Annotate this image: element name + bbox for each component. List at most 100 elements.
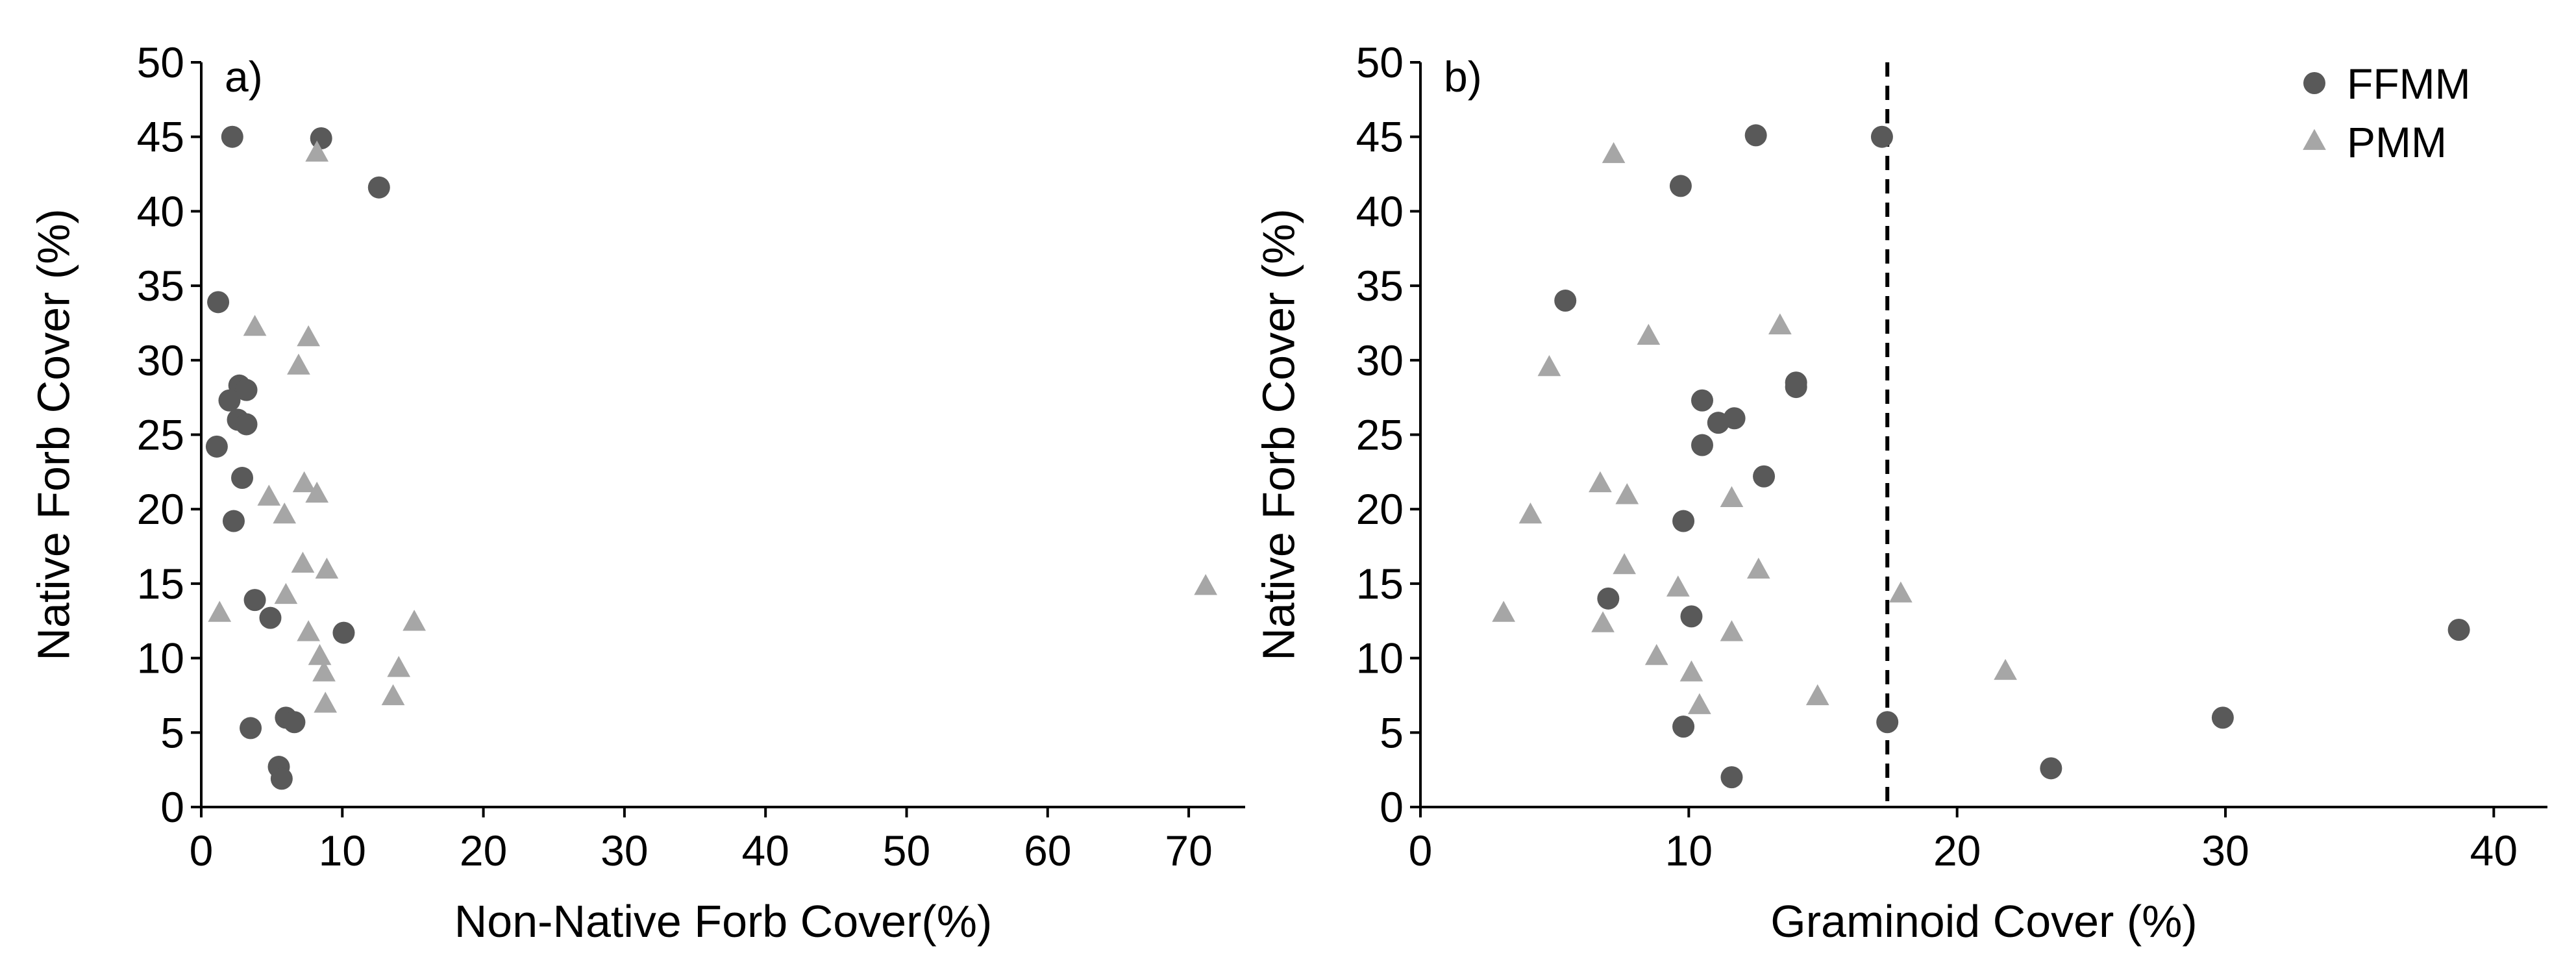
pmm-data-point xyxy=(1720,620,1744,641)
y-tick-label: 40 xyxy=(1356,187,1404,235)
ffmm-data-point xyxy=(1753,465,1776,488)
x-tick-label: 10 xyxy=(319,827,366,875)
pmm-data-point xyxy=(1591,611,1615,632)
panel-label: b) xyxy=(1444,53,1482,101)
ffmm-data-point xyxy=(367,176,390,199)
pmm-data-point xyxy=(297,325,320,347)
y-tick-label: 35 xyxy=(1356,262,1404,310)
y-tick-label: 10 xyxy=(137,634,184,682)
pmm-data-point xyxy=(257,484,281,506)
x-tick-label: 30 xyxy=(601,827,648,875)
pmm-data-point xyxy=(1602,142,1626,164)
ffmm-legend-marker xyxy=(2303,72,2325,94)
y-tick-label: 5 xyxy=(160,708,184,756)
pmm-data-point xyxy=(291,551,315,573)
pmm-data-point xyxy=(1194,574,1218,595)
ffmm-data-point xyxy=(221,125,243,148)
legend-label: FFMM xyxy=(2347,60,2471,108)
ffmm-data-point xyxy=(259,606,282,629)
pmm-data-point xyxy=(1492,601,1515,622)
ffmm-data-point xyxy=(1691,389,1713,412)
panel-label: a) xyxy=(225,53,263,101)
pmm-data-point xyxy=(315,557,339,579)
ffmm-data-point xyxy=(332,621,355,644)
ffmm-data-point xyxy=(310,127,332,149)
x-tick-label: 0 xyxy=(190,827,214,875)
ffmm-data-point xyxy=(235,413,258,436)
pmm-data-point xyxy=(1589,471,1612,493)
x-tick-label: 50 xyxy=(883,827,930,875)
pmm-data-point xyxy=(402,610,426,631)
x-tick-label: 0 xyxy=(1409,827,1433,875)
pmm-data-point xyxy=(305,481,329,503)
pmm-data-point xyxy=(1613,553,1636,575)
y-tick-label: 0 xyxy=(1380,783,1404,831)
pmm-data-point xyxy=(1644,643,1668,665)
pmm-data-point xyxy=(1768,313,1792,334)
pmm-data-point xyxy=(381,684,405,706)
ffmm-data-point xyxy=(1669,175,1692,197)
y-tick-label: 0 xyxy=(160,783,184,831)
ffmm-data-point xyxy=(1785,376,1807,399)
pmm-data-point xyxy=(1615,483,1639,504)
pmm-data-point xyxy=(387,656,411,677)
pmm-data-point xyxy=(1805,684,1829,706)
y-tick-label: 35 xyxy=(137,262,184,310)
ffmm-data-point xyxy=(1876,711,1899,734)
pmm-data-point xyxy=(1720,486,1744,508)
pmm-data-point xyxy=(297,620,320,641)
y-tick-label: 45 xyxy=(137,113,184,161)
pmm-data-point xyxy=(1537,354,1561,377)
y-tick-label: 50 xyxy=(137,38,184,86)
ffmm-data-point xyxy=(270,767,293,790)
x-tick-label: 40 xyxy=(741,827,789,875)
pmm-data-point xyxy=(273,502,297,524)
ffmm-data-point xyxy=(2447,619,2470,641)
ffmm-data-point xyxy=(1672,510,1695,532)
y-tick-label: 30 xyxy=(1356,336,1404,384)
pmm-data-point xyxy=(287,353,310,375)
pmm-data-point xyxy=(292,471,316,493)
y-tick-label: 25 xyxy=(1356,411,1404,459)
pmm-data-point xyxy=(243,314,267,336)
pmm-data-point xyxy=(314,691,338,713)
x-tick-label: 20 xyxy=(460,827,507,875)
x-tick-label: 20 xyxy=(1933,827,1981,875)
ffmm-data-point xyxy=(1672,715,1695,738)
x-tick-label: 30 xyxy=(2201,827,2249,875)
legend-label: PMM xyxy=(2347,118,2447,166)
y-tick-label: 25 xyxy=(137,411,184,459)
x-tick-label: 60 xyxy=(1024,827,1071,875)
ffmm-data-point xyxy=(1720,766,1743,789)
pmm-data-point xyxy=(274,582,298,604)
pmm-data-point xyxy=(1889,581,1913,603)
y-axis-title: Native Forb Cover (%) xyxy=(1253,208,1304,660)
ffmm-data-point xyxy=(2040,757,2062,780)
pmm-data-point xyxy=(1666,575,1690,597)
pmm-data-point xyxy=(208,601,232,622)
ffmm-data-point xyxy=(1744,124,1767,147)
ffmm-data-point xyxy=(283,711,306,734)
ffmm-data-point xyxy=(1707,412,1729,434)
y-tick-label: 10 xyxy=(1356,634,1404,682)
pmm-data-point xyxy=(1994,658,2017,680)
y-tick-label: 50 xyxy=(1356,38,1404,86)
x-tick-label: 10 xyxy=(1665,827,1713,875)
ffmm-data-point xyxy=(240,717,262,740)
ffmm-data-point xyxy=(1691,434,1713,456)
ffmm-data-point xyxy=(205,435,228,458)
pmm-data-point xyxy=(308,643,332,665)
ffmm-data-point xyxy=(231,467,254,490)
y-tick-label: 15 xyxy=(1356,560,1404,608)
pmm-data-point xyxy=(1688,693,1711,714)
ffmm-data-point xyxy=(1554,290,1577,312)
y-tick-label: 20 xyxy=(1356,485,1404,533)
x-axis-title: Non-Native Forb Cover(%) xyxy=(454,896,993,947)
y-tick-label: 5 xyxy=(1380,708,1404,756)
ffmm-data-point xyxy=(1870,125,1893,148)
y-axis-title: Native Forb Cover (%) xyxy=(28,208,79,660)
ffmm-data-point xyxy=(2211,706,2234,729)
y-tick-label: 40 xyxy=(137,187,184,235)
x-axis-title: Graminoid Cover (%) xyxy=(1770,896,2197,947)
